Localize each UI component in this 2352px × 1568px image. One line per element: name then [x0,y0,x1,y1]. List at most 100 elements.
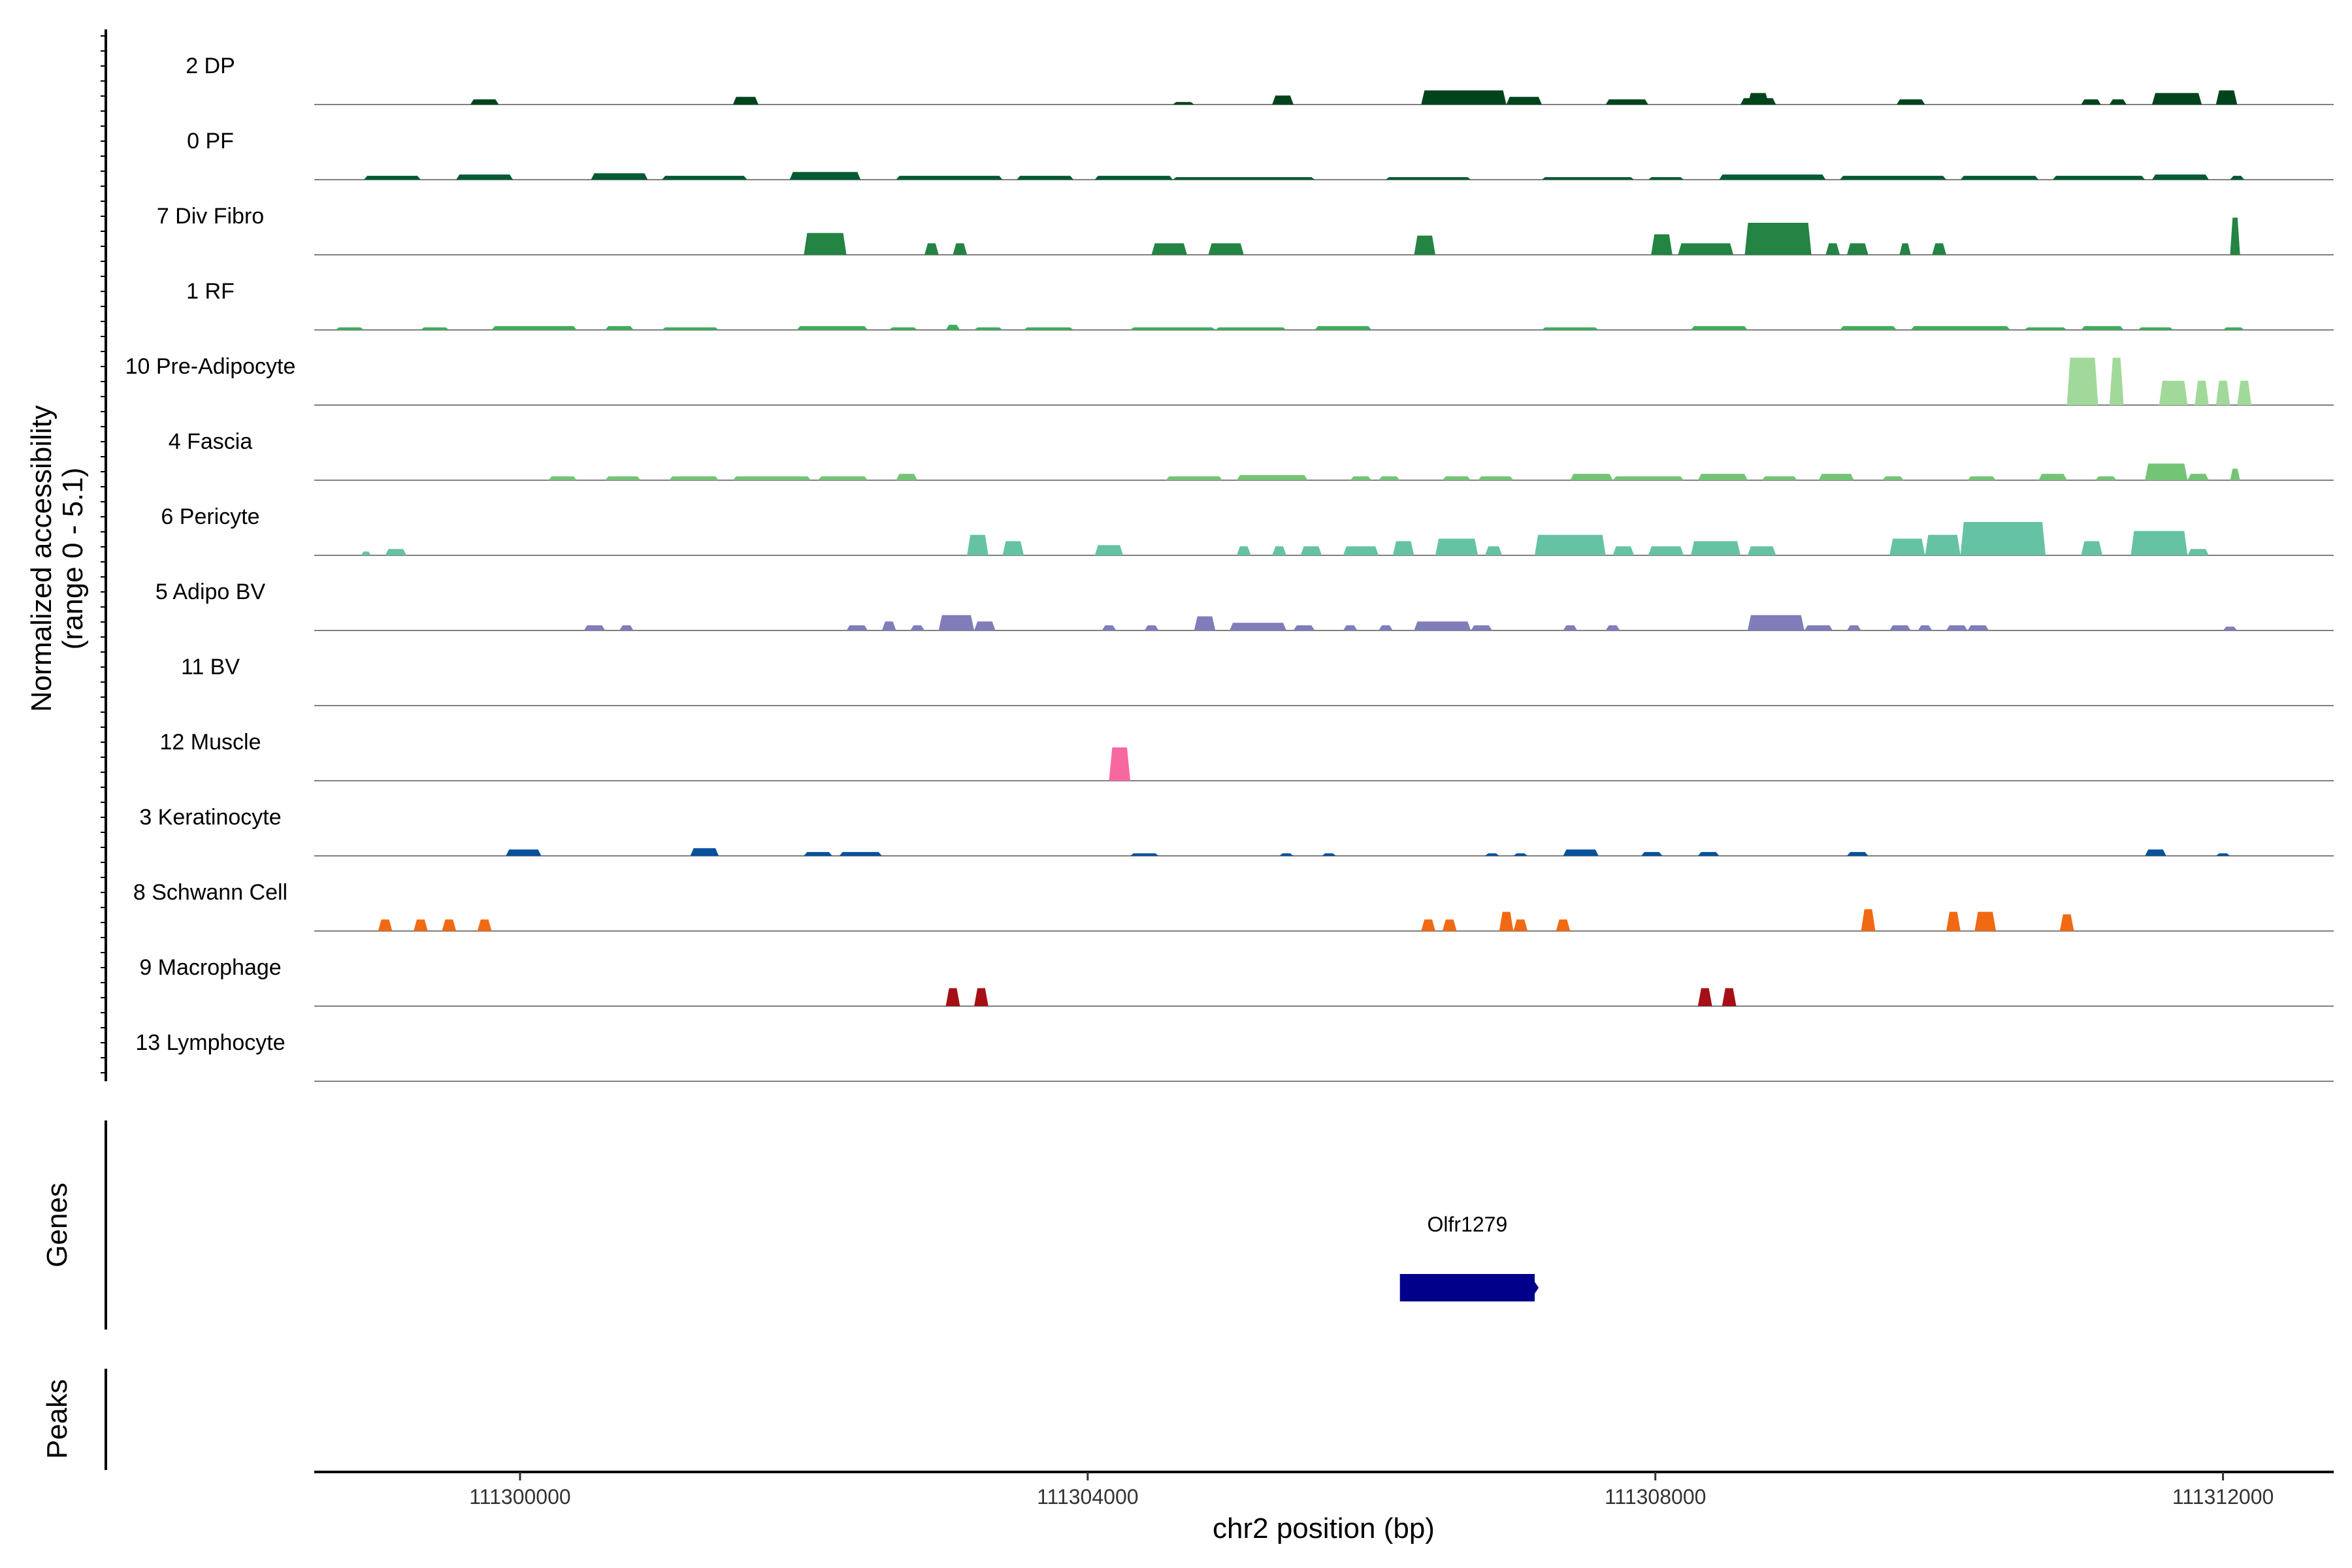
accessibility-peak [1861,909,1876,931]
accessibility-peak [1379,476,1400,480]
gene-items: Olfr1279 [1399,1213,1539,1301]
track-12-muscle: 12 Muscle [160,730,2334,781]
accessibility-peak [1322,853,1336,856]
accessibility-peak [2230,468,2240,480]
accessibility-peak [2066,357,2099,405]
accessibility-peak [1215,327,1286,330]
accessibility-peak [1925,534,1961,555]
track-1-rf: 1 RF [186,279,2334,331]
accessibility-peak [2095,476,2117,480]
peaks-panel-title: Peaks [41,1379,73,1459]
accessibility-peak [1208,243,1244,255]
accessibility-peak [1747,615,1805,630]
accessibility-peak [1744,222,1812,255]
accessibility-peak [1094,176,1173,180]
accessibility-peak [1719,174,1826,180]
accessibility-peak [477,919,492,931]
accessibility-peak [1946,625,1968,630]
track-0-pf: 0 PF [187,129,2334,180]
accessibility-peak [2145,849,2166,856]
accessibility-peak [1960,176,2039,180]
track-8-schwann-cell: 8 Schwann Cell [133,880,2334,932]
accessibility-peak [2109,99,2127,105]
accessibility-peak [1605,99,1648,105]
accessibility-peak [2215,380,2230,405]
accessibility-peak [889,327,918,330]
accessibility-peak [2052,176,2146,180]
accessibility-peak [1974,911,1997,931]
accessibility-peak [1442,476,1471,480]
track-label: 2 DP [186,54,235,78]
accessibility-peak [924,243,939,255]
accessibility-peak [1272,95,1294,105]
accessibility-peak [1612,546,1635,555]
accessibility-peak [591,173,648,180]
accessibility-peak [910,625,925,630]
accessibility-peak [1485,853,1499,856]
accessibility-peak [1421,919,1436,931]
accessibility-peak [1691,326,1748,330]
accessibility-peak [804,852,832,856]
accessibility-peak [1194,616,1216,630]
accessibility-peak [938,615,975,630]
accessibility-peak [945,988,960,1006]
accessibility-peak [1740,98,1776,105]
accessibility-peak [1385,177,1471,180]
accessibility-peak [1130,853,1159,856]
accessibility-peak [1747,546,1776,555]
accessibility-peak [1442,919,1457,931]
accessibility-peak [1846,852,1869,856]
accessibility-peak [2081,326,2124,330]
accessibility-peak [583,625,606,630]
accessibility-peak [1697,852,1720,856]
accessibility-peak [1144,625,1159,630]
accessibility-peak [896,474,918,480]
accessibility-peak [1343,546,1379,555]
accessibility-peak [1392,541,1414,555]
accessibility-peak [1435,538,1478,555]
accessibility-peak [1678,243,1734,255]
accessibility-peak [1570,474,1613,480]
accessibility-peak [1506,97,1542,105]
accessibility-peak [1541,327,1599,330]
y-axis-accessibility: Normalized accessibility (range 0 - 5.1) [25,29,107,1081]
accessibility-peak [1967,625,1989,630]
accessibility-peak [1648,546,1684,555]
accessibility-peak [839,852,882,856]
accessibility-peak [796,326,868,330]
accessibility-peak [1173,102,1194,105]
accessibility-peak [1151,243,1187,255]
accessibility-peak [1882,476,1904,480]
track-label: 4 Fascia [169,429,253,454]
accessibility-peak [470,99,499,105]
accessibility-peak [881,621,896,630]
accessibility-peak [456,174,514,180]
track-label: 1 RF [186,279,235,304]
accessibility-peak [846,625,868,630]
x-axis-title: chr2 position (bp) [1213,1512,1435,1544]
accessibility-peak [2195,380,2209,405]
accessibility-peak [1414,621,1471,630]
accessibility-peak [1910,326,2010,330]
accessibility-peak [1272,546,1286,555]
accessibility-peak [335,327,365,330]
accessibility-peak [1315,326,1372,330]
accessibility-peak [690,848,719,856]
accessibility-peak [1350,476,1372,480]
accessibility-peak [1697,474,1748,480]
accessibility-peak [1846,625,1861,630]
accessibility-peak [1761,476,1797,480]
accessibility-peak [1825,243,1840,255]
accessibility-peak [896,176,1003,180]
accessibility-peak [1002,541,1024,555]
track-label: 12 Muscle [160,730,261,755]
x-axis-ticks: 111300000 111304000 111308000 111312000 [469,1472,2274,1509]
accessibility-peak [804,233,847,255]
accessibility-peak [1840,326,1897,330]
accessibility-peak [1840,176,1946,180]
accessibility-peak [506,849,542,856]
accessibility-peak [974,988,988,1006]
accessibility-peak [2230,218,2240,255]
accessibility-peak [1563,625,1578,630]
